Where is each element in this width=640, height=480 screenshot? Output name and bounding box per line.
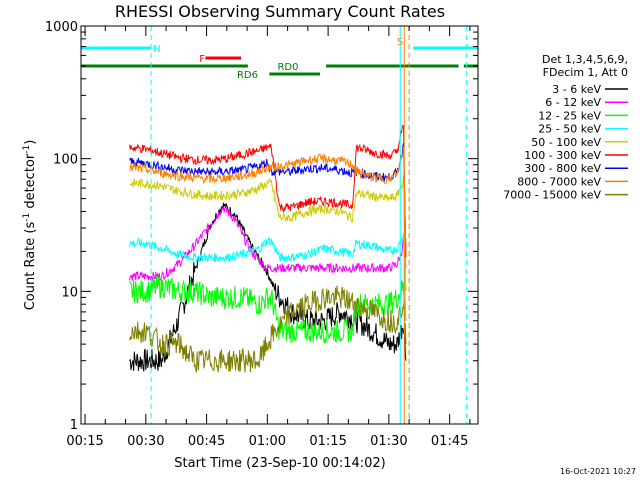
annotation-layer: N S F RD0 RD6 <box>153 37 403 81</box>
series-line <box>129 124 407 258</box>
x-axis: 00:15 00:30 00:45 01:00 01:15 01:30 01:45 <box>66 26 471 449</box>
y-tick-label: 1 <box>70 418 78 433</box>
x-tick-label: 00:30 <box>127 434 164 449</box>
legend-label: 800 - 7000 keV <box>517 175 601 188</box>
y-axis-label-sup: -1 <box>22 145 32 154</box>
x-tick-label: 01:15 <box>309 434 346 449</box>
legend: Det 1,3,4,5,6,9,FDecim 1, Att 0 3 - 6 keV… <box>503 53 628 202</box>
series-line <box>129 174 407 292</box>
annotation-rd6: RD6 <box>237 70 258 81</box>
y-axis: 1 10 100 1000 <box>45 20 478 433</box>
series-line <box>129 233 407 321</box>
legend-label: 7000 - 15000 keV <box>503 189 601 202</box>
y-tick-label: 100 <box>53 153 78 168</box>
legend-label: 3 - 6 keV <box>552 83 601 96</box>
footer-date: 16-Oct-2021 10:27 <box>560 467 636 476</box>
chart-title: RHESSI Observing Summary Count Rates <box>115 2 445 21</box>
legend-header: FDecim 1, Att 0 <box>543 66 628 79</box>
x-tick-label: 00:15 <box>66 434 103 449</box>
y-axis-label-sup: -1 <box>22 213 32 222</box>
y-tick-label: 10 <box>61 285 78 300</box>
series-line <box>129 205 407 283</box>
annotation-f: F <box>199 54 205 65</box>
overlay-layer <box>81 46 478 76</box>
x-tick-label: 00:45 <box>188 434 225 449</box>
y-axis-label-part: ) <box>23 140 38 145</box>
legend-label: 6 - 12 keV <box>545 96 601 109</box>
x-tick-label: 01:30 <box>370 434 407 449</box>
y-axis-label-part: detector <box>23 153 38 213</box>
x-tick-label: 01:00 <box>249 434 286 449</box>
series-line <box>129 202 407 372</box>
y-tick-label: 1000 <box>45 20 78 35</box>
legend-label: 12 - 25 keV <box>538 109 601 122</box>
legend-label: 100 - 300 keV <box>524 149 601 162</box>
x-axis-label: Start Time (23-Sep-10 00:14:02) <box>174 456 385 471</box>
x-tick-label: 01:45 <box>431 434 468 449</box>
legend-header: Det 1,3,4,5,6,9, <box>542 53 628 66</box>
legend-label: 50 - 100 keV <box>531 136 601 149</box>
series-line <box>129 275 407 344</box>
y-axis-label: Count Rate (s-1 detector-1) <box>22 140 38 311</box>
series-line <box>129 146 407 252</box>
y-axis-label-part: Count Rate (s <box>23 222 38 311</box>
plot-frame <box>80 25 479 425</box>
annotation-rd0: RD0 <box>277 62 298 73</box>
legend-label: 300 - 800 keV <box>524 162 601 175</box>
vline-layer <box>150 26 468 424</box>
annotation-s: S <box>397 37 403 48</box>
legend-label: 25 - 50 keV <box>538 123 601 136</box>
series-layer <box>129 124 407 373</box>
series-line <box>129 285 407 373</box>
annotation-n: N <box>153 44 160 55</box>
